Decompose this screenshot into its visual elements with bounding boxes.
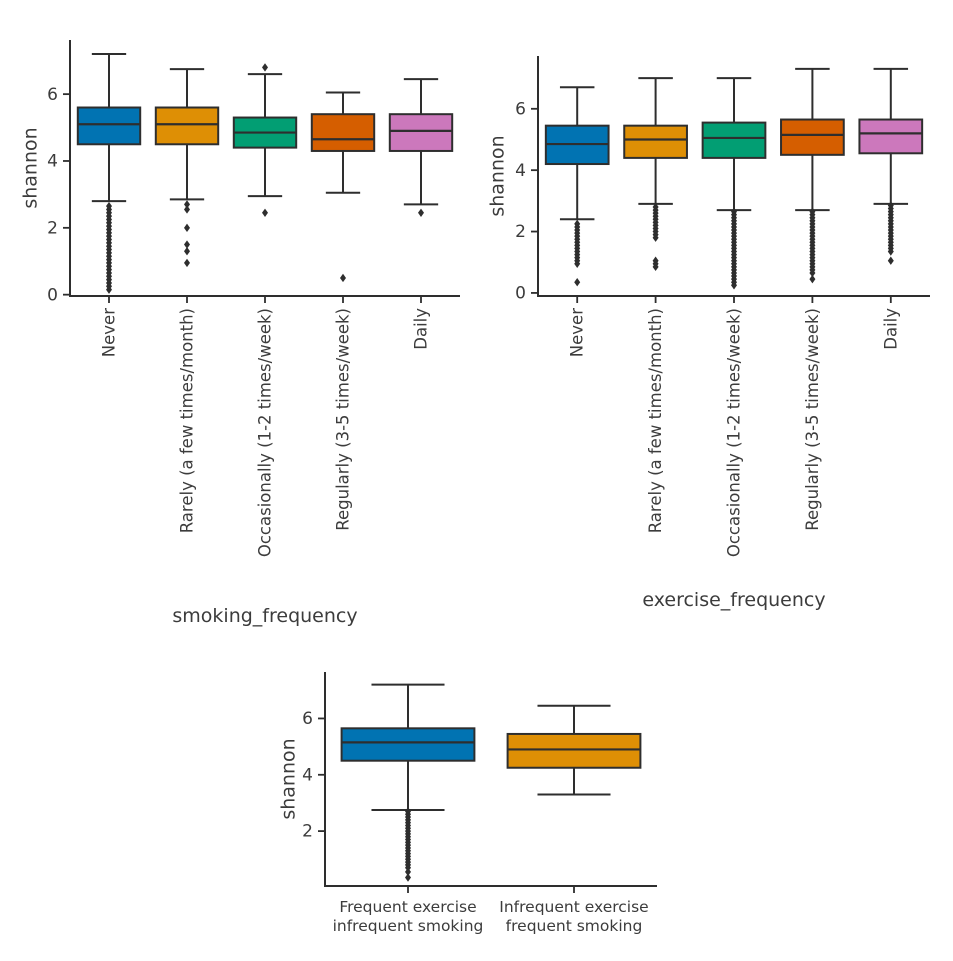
outlier-point <box>405 863 411 872</box>
outlier-point <box>887 247 894 256</box>
box-infrequent-exercise-frequent-smoking: Infrequent exercise frequent smoking <box>499 704 649 935</box>
y-tick-label: 6 <box>515 99 526 119</box>
outlier-point <box>809 268 816 278</box>
outlier-point <box>262 208 268 217</box>
x-tick-label: Rarely (a few times/month) <box>646 308 665 533</box>
iqr-box <box>858 118 924 155</box>
y-axis-label: shannon <box>19 127 41 208</box>
box-daily: Daily <box>388 78 454 350</box>
box-frequent-exercise-infrequent-smoking: Frequent exercise infrequent smoking <box>333 683 484 935</box>
outlier-point <box>106 285 112 294</box>
box-occasionally-1-2-times-week: Occasionally (1-2 times/week) <box>232 63 298 557</box>
x-tick-label: Occasionally (1-2 times/week) <box>255 308 274 557</box>
y-tick-label: 2 <box>47 218 58 238</box>
iqr-box <box>154 106 220 146</box>
iqr-box <box>701 121 767 159</box>
x-tick-label: Rarely (a few times/month) <box>177 308 196 533</box>
box-regularly-3-5-times-week: Regularly (3-5 times/week) <box>310 91 376 531</box>
outlier-point <box>574 277 581 287</box>
x-tick-label: Frequent exercise infrequent smoking <box>333 898 484 935</box>
y-tick-label: 4 <box>47 152 58 172</box>
outlier-point <box>262 63 268 72</box>
y-tick-label: 0 <box>47 285 58 305</box>
box-never: Never <box>76 53 142 357</box>
outlier-point <box>184 258 190 268</box>
outlier-point <box>184 200 190 209</box>
y-axis-label: shannon <box>277 738 299 819</box>
iqr-box <box>76 106 142 146</box>
iqr-box <box>340 727 476 762</box>
outlier-point <box>731 281 737 290</box>
outlier-point <box>184 223 190 233</box>
smoking-frequency-boxplot: 0 2 4 6 shannon smoking_frequency Never Rarely … <box>19 40 460 627</box>
x-tick-label: Never <box>99 308 118 357</box>
y-tick-label: 0 <box>515 284 526 304</box>
outlier-point <box>184 247 190 256</box>
box-never: Never <box>544 86 610 357</box>
x-axis-label: exercise_frequency <box>642 589 825 611</box>
x-tick-label: Regularly (3-5 times/week) <box>803 308 822 531</box>
y-tick-label: 6 <box>47 85 58 105</box>
outlier-point <box>405 873 411 882</box>
x-tick-label: Daily <box>411 308 430 350</box>
x-tick-label: Never <box>568 308 587 357</box>
exercise-frequency-boxplot: 0 2 4 6 shannon exercise_frequency Never Rarely… <box>486 56 930 611</box>
box-occasionally-1-2-times-week: Occasionally (1-2 times/week) <box>701 77 767 557</box>
y-axis-label: shannon <box>486 135 508 216</box>
x-tick-label: Daily <box>881 308 900 350</box>
iqr-box <box>623 124 688 159</box>
y-tick-label: 4 <box>302 765 313 785</box>
outlier-point <box>405 867 411 877</box>
outlier-point <box>184 240 190 249</box>
iqr-box <box>506 732 642 769</box>
iqr-box <box>780 118 845 156</box>
outlier-point <box>418 208 424 217</box>
y-tick-label: 6 <box>302 709 313 729</box>
x-axis-label: smoking_frequency <box>172 605 357 627</box>
outlier-point <box>887 256 894 265</box>
box-daily: Daily <box>858 67 924 350</box>
outlier-point <box>652 262 659 272</box>
iqr-box <box>310 113 376 152</box>
y-tick-label: 2 <box>302 822 313 842</box>
outlier-point <box>574 259 581 268</box>
x-tick-label: Regularly (3-5 times/week) <box>333 308 352 531</box>
outlier-point <box>652 233 659 242</box>
box-rarely-a-few-times-month: Rarely (a few times/month) <box>623 77 688 533</box>
outlier-point <box>809 274 816 284</box>
outlier-point <box>340 273 346 283</box>
box-rarely-a-few-times-month: Rarely (a few times/month) <box>154 68 220 533</box>
x-tick-label: Infrequent exercise frequent smoking <box>499 898 648 935</box>
y-tick-label: 2 <box>515 222 526 242</box>
y-tick-label: 4 <box>515 161 526 181</box>
outlier-point <box>184 205 190 214</box>
iqr-box <box>388 113 454 152</box>
box-regularly-3-5-times-week: Regularly (3-5 times/week) <box>780 67 845 531</box>
x-tick-label: Occasionally (1-2 times/week) <box>724 308 743 557</box>
